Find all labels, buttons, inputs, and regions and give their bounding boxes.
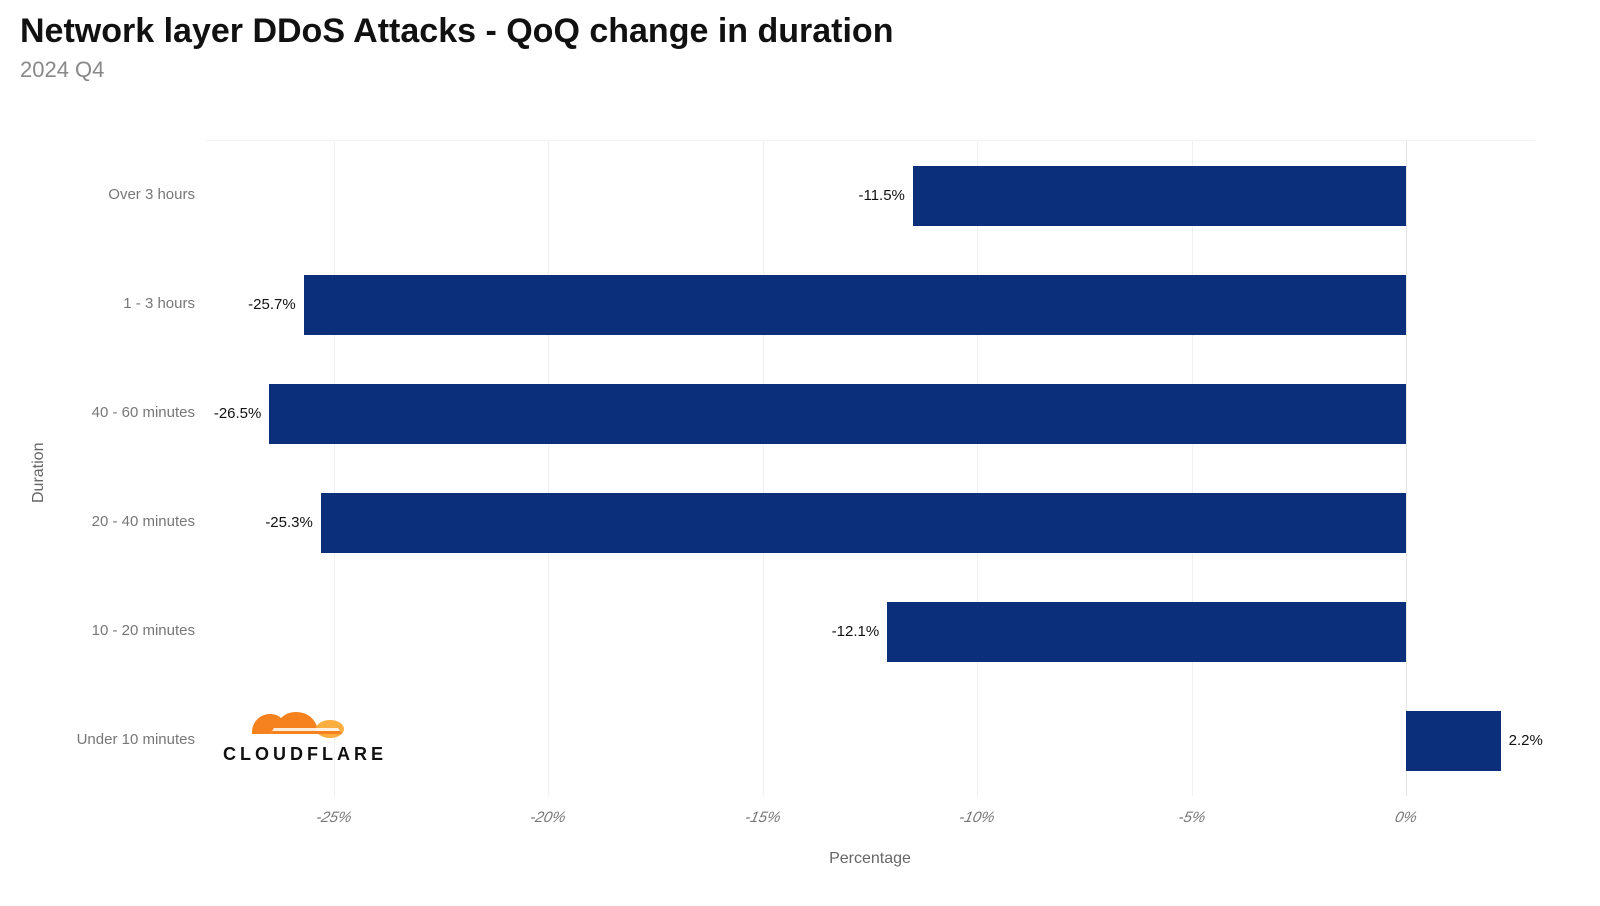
chart-subtitle: 2024 Q4 <box>20 57 1580 83</box>
x-tick-label: -10% <box>958 809 997 826</box>
gridline <box>977 141 978 796</box>
cloudflare-logo: CLOUDFLARE <box>210 698 400 765</box>
bar-value-label: 2.2% <box>1509 732 1543 749</box>
bar <box>269 384 1406 444</box>
bar <box>913 166 1406 226</box>
category-label: 40 - 60 minutes <box>92 404 195 421</box>
cloudflare-cloud-icon <box>210 698 400 742</box>
bar-value-label: -26.5% <box>214 405 262 422</box>
gridline <box>1192 141 1193 796</box>
x-tick-label: 0% <box>1394 809 1419 826</box>
gridline <box>763 141 764 796</box>
x-tick-label: -25% <box>314 809 353 826</box>
x-tick-label: -5% <box>1177 809 1207 826</box>
bar-value-label: -25.3% <box>265 514 313 531</box>
bar-value-label: -12.1% <box>832 623 880 640</box>
plot-area: -11.5%-25.7%-26.5%-25.3%-12.1%2.2% <box>205 140 1535 796</box>
gridline <box>548 141 549 796</box>
zero-gridline <box>1406 141 1407 796</box>
x-tick-label: -20% <box>529 809 568 826</box>
category-label: 20 - 40 minutes <box>92 513 195 530</box>
cloudflare-logo-text: CLOUDFLARE <box>223 744 387 765</box>
y-axis-title: Duration <box>30 442 48 502</box>
bar-value-label: -11.5% <box>858 187 904 204</box>
bar-value-label: -25.7% <box>248 296 296 313</box>
x-axis-title: Percentage <box>829 850 911 868</box>
category-label: 1 - 3 hours <box>123 295 195 312</box>
x-tick-label: -15% <box>743 809 782 826</box>
chart-title: Network layer DDoS Attacks - QoQ change … <box>20 12 1580 51</box>
category-label: 10 - 20 minutes <box>92 622 195 639</box>
category-label: Over 3 hours <box>108 186 195 203</box>
bar <box>1406 711 1500 771</box>
chart-container: Network layer DDoS Attacks - QoQ change … <box>0 0 1600 906</box>
bar <box>887 602 1406 662</box>
bar <box>304 275 1407 335</box>
category-label: Under 10 minutes <box>77 731 195 748</box>
bar <box>321 493 1406 553</box>
